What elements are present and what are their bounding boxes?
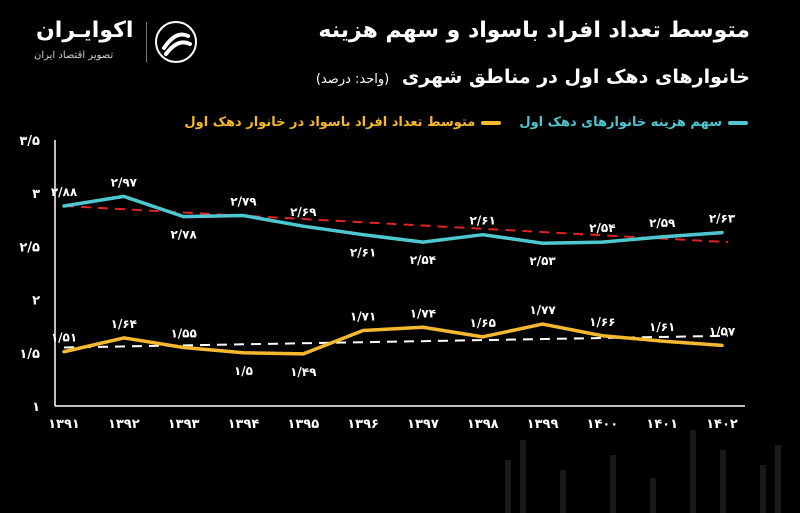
data-label: ۲/۷۸ <box>170 228 197 242</box>
x-tick-label: ۱۴۰۱ <box>646 417 678 432</box>
data-label: ۱/۶۵ <box>470 316 496 330</box>
data-point <box>660 235 664 239</box>
legend: سهم هزینه خانوارهای دهک اول متوسط تعداد … <box>184 115 748 130</box>
data-label: ۱/۶۶ <box>589 315 615 329</box>
y-tick-label: ۱ <box>32 400 40 415</box>
x-tick-label: ۱۴۰۲ <box>706 417 738 432</box>
data-point <box>600 240 604 244</box>
y-tick-label: ۱/۵ <box>19 347 40 362</box>
data-point <box>660 339 664 343</box>
y-tick-label: ۲ <box>32 294 40 309</box>
x-tick-label: ۱۳۹۴ <box>228 417 260 432</box>
data-point <box>421 325 425 329</box>
data-label: ۱/۵ <box>234 364 253 378</box>
legend-label-teal: سهم هزینه خانوارهای دهک اول <box>519 115 722 130</box>
data-point <box>421 240 425 244</box>
data-label: ۲/۶۹ <box>290 205 317 219</box>
data-point <box>182 215 186 219</box>
background-bar-decoration <box>560 470 566 513</box>
legend-label-gold: متوسط تعداد افراد باسواد در خانوار دهک ا… <box>184 115 476 130</box>
data-label: ۱/۵۱ <box>51 331 77 345</box>
x-tick-label: ۱۴۰۰ <box>586 417 618 432</box>
data-label: ۱/۷۷ <box>529 303 556 317</box>
logo-subtitle: تصویر اقتصاد ایران <box>34 50 114 61</box>
data-label: ۲/۶۱ <box>470 214 496 228</box>
series-line <box>62 322 724 356</box>
data-label: ۲/۵۳ <box>529 254 556 268</box>
data-label: ۲/۵۹ <box>649 216 676 230</box>
data-point <box>720 343 724 347</box>
data-label: ۲/۶۱ <box>350 246 376 260</box>
data-label: ۱/۵۷ <box>709 324 736 338</box>
x-tick-label: ۱۳۹۵ <box>287 417 319 432</box>
data-point <box>361 328 365 332</box>
background-bar-decoration <box>760 465 766 513</box>
data-point <box>62 350 66 354</box>
data-point <box>600 334 604 338</box>
background-bar-decoration <box>505 460 511 513</box>
data-point <box>481 335 485 339</box>
legend-swatch-gold <box>481 120 502 125</box>
data-label: ۱/۴۹ <box>290 365 317 379</box>
data-point <box>481 233 485 237</box>
logo-mark-icon <box>155 21 197 63</box>
data-point <box>241 214 245 218</box>
x-tick-label: ۱۳۹۶ <box>347 417 379 432</box>
background-bar-decoration <box>650 478 656 513</box>
data-point <box>241 351 245 355</box>
background-bar-decoration <box>520 440 526 513</box>
header: متوسط تعداد افراد باسواد و سهم هزینه خان… <box>0 0 800 120</box>
data-label: ۱/۵۵ <box>170 326 196 340</box>
logo-divider <box>146 22 147 62</box>
data-label: ۱/۷۱ <box>350 309 376 323</box>
x-tick-label: ۱۳۹۳ <box>168 417 200 432</box>
background-bar-decoration <box>610 455 616 513</box>
data-point <box>301 352 305 356</box>
y-tick-label: ۳ <box>32 187 40 202</box>
x-tick-label: ۱۳۹۷ <box>407 417 439 432</box>
data-point <box>541 241 545 245</box>
data-label: ۱/۶۱ <box>649 320 675 334</box>
x-tick-label: ۱۳۹۱ <box>48 417 80 432</box>
data-label: ۲/۵۴ <box>589 221 615 235</box>
legend-swatch-teal <box>728 120 748 125</box>
data-point <box>62 204 66 208</box>
data-point <box>301 224 305 228</box>
legend-item-teal: سهم هزینه خانوارهای دهک اول <box>519 115 748 130</box>
logo-name: اکوایـران <box>36 18 134 43</box>
data-point <box>182 345 186 349</box>
x-tick-label: ۱۳۹۲ <box>108 417 140 432</box>
data-point <box>541 322 545 326</box>
background-bar-decoration <box>775 445 781 513</box>
x-tick-label: ۱۳۹۸ <box>467 417 499 432</box>
data-label: ۲/۶۳ <box>709 212 736 226</box>
unit-label: (واحد: درصد) <box>315 72 390 87</box>
data-point <box>122 194 126 198</box>
background-bar-decoration <box>690 430 696 513</box>
data-label: ۲/۵۴ <box>410 253 436 267</box>
x-tick-label: ۱۳۹۹ <box>527 417 559 432</box>
y-tick-label: ۳/۵ <box>19 134 40 149</box>
data-point <box>361 233 365 237</box>
data-point <box>122 336 126 340</box>
legend-item-gold: متوسط تعداد افراد باسواد در خانوار دهک ا… <box>184 115 502 130</box>
y-tick-label: ۲/۵ <box>19 240 40 255</box>
data-label: ۲/۸۸ <box>51 185 78 199</box>
chart-title-line1: متوسط تعداد افراد باسواد و سهم هزینه <box>318 18 750 43</box>
data-label: ۲/۹۷ <box>111 175 138 189</box>
data-point <box>720 231 724 235</box>
series-line <box>62 194 724 245</box>
background-bar-decoration <box>720 450 726 513</box>
logo: اکوایـران تصویر اقتصاد ایران <box>26 16 197 72</box>
data-label: ۱/۷۴ <box>410 306 436 320</box>
chart-title-line2: خانوارهای دهک اول در مناطق شهری (واحد: د… <box>316 66 750 88</box>
data-label: ۱/۶۴ <box>111 317 137 331</box>
chart-title-text: خانوارهای دهک اول در مناطق شهری <box>401 66 750 88</box>
data-label: ۲/۷۹ <box>230 195 257 209</box>
